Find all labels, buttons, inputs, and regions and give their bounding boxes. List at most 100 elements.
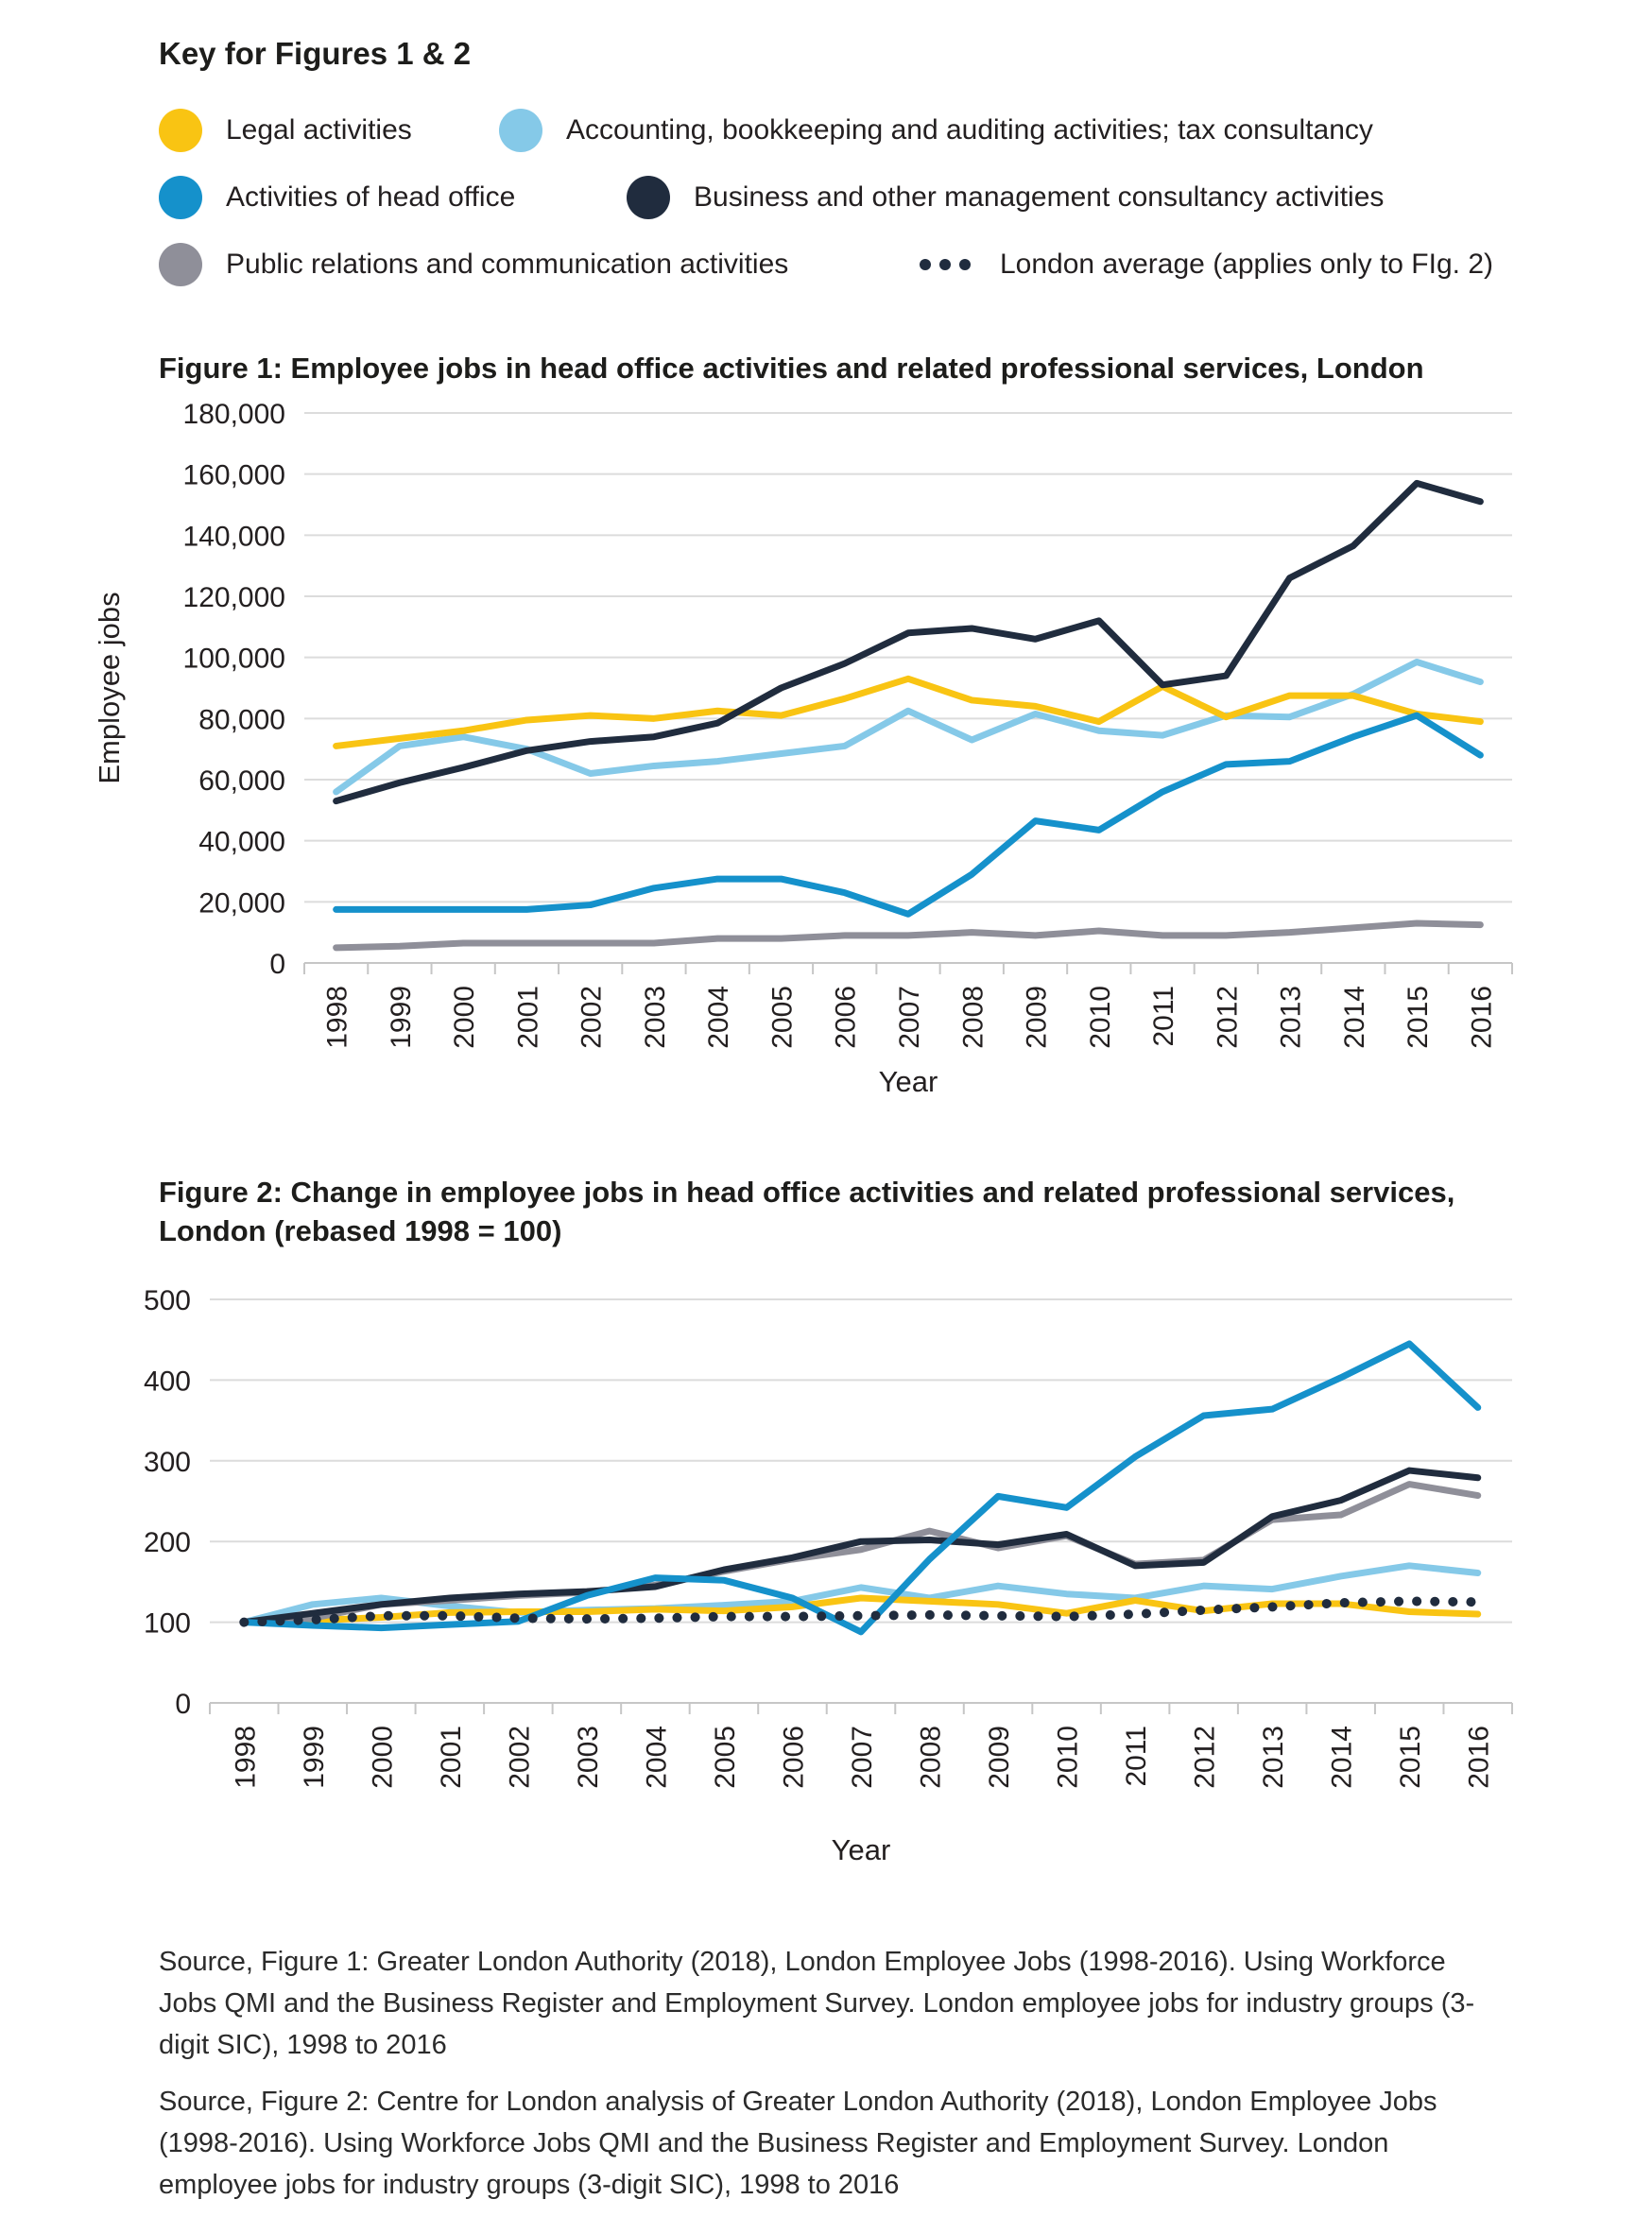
- y-tick-label: 300: [144, 1446, 191, 1477]
- y-tick-label: 400: [144, 1366, 191, 1397]
- x-tick-label: 2004: [641, 1726, 672, 1789]
- figure2-section: Figure 2: Change in employee jobs in hea…: [0, 1173, 1652, 1888]
- y-tick-label: 0: [269, 949, 285, 980]
- source-figure2-text: Source, Figure 2: Centre for London anal…: [159, 2086, 1437, 2200]
- legend-item-accounting: Accounting, bookkeeping and auditing act…: [499, 108, 1373, 152]
- x-tick-label: 1999: [299, 1726, 330, 1789]
- legend-dot-public-relations-icon: [159, 242, 202, 286]
- y-axis-title: Employee jobs: [93, 592, 126, 783]
- x-tick-label: 2000: [449, 986, 480, 1049]
- x-tick-label: 2006: [831, 986, 862, 1049]
- legend-label-consultancy: Business and other management consultanc…: [694, 180, 1385, 213]
- x-tick-label: 2008: [916, 1726, 947, 1789]
- legend-mini-dot-icon: [939, 258, 951, 270]
- x-tick-label: 2009: [1022, 986, 1053, 1049]
- legend-item-head-office: Activities of head office: [159, 175, 627, 219]
- x-tick-label: 2002: [576, 986, 608, 1049]
- key-legend: Key for Figures 1 & 2 Legal activities A…: [0, 0, 1652, 298]
- y-tick-label: 40,000: [198, 826, 285, 857]
- x-tick-label: 2013: [1276, 986, 1307, 1049]
- y-tick-label: 100: [144, 1607, 191, 1639]
- x-tick-label: 2008: [957, 986, 989, 1049]
- x-tick-label: 2001: [436, 1726, 467, 1789]
- legend-item-consultancy: Business and other management consultanc…: [627, 175, 1385, 219]
- legend-label-legal-activities: Legal activities: [226, 113, 412, 146]
- y-tick-label: 200: [144, 1527, 191, 1558]
- legend-label-public-relations: Public relations and communication activ…: [226, 248, 789, 280]
- legend-mini-dot-icon: [920, 258, 931, 270]
- x-tick-label: 2012: [1190, 1726, 1221, 1789]
- x-tick-label: 2015: [1395, 1726, 1426, 1789]
- series-line-activities-of-head-office: [240, 1340, 1482, 1635]
- x-tick-label: 1998: [322, 986, 353, 1049]
- sources: Source, Figure 1: Greater London Authori…: [159, 1941, 1501, 2206]
- x-tick-label: 2016: [1466, 986, 1497, 1049]
- x-tick-label: 2002: [504, 1726, 535, 1789]
- x-tick-label: 2000: [367, 1726, 398, 1789]
- legend-dot-consultancy-icon: [627, 175, 670, 219]
- x-tick-label: 2010: [1053, 1726, 1084, 1789]
- legend-item-public-relations: Public relations and communication activ…: [159, 242, 920, 286]
- series-line-accounting-bookkeeping-and-auditing-activities-tax-consultancy: [240, 1561, 1482, 1625]
- legend-dot-accounting-icon: [499, 108, 542, 152]
- series-line-activities-of-head-office: [333, 712, 1484, 918]
- x-tick-label: 2003: [640, 986, 671, 1049]
- x-tick-label: 2012: [1212, 986, 1243, 1049]
- x-tick-label: 2009: [984, 1726, 1015, 1789]
- legend-label-london-average: London average (applies only to FIg. 2): [1000, 248, 1493, 280]
- x-tick-label: 2001: [512, 986, 543, 1049]
- x-tick-label: 2003: [573, 1726, 604, 1789]
- key-title: Key for Figures 1 & 2: [159, 36, 472, 71]
- legend-item-london-average: London average (applies only to FIg. 2): [920, 249, 1493, 281]
- x-tick-label: 1999: [386, 986, 417, 1049]
- source-figure1-text: Source, Figure 1: Greater London Authori…: [159, 1946, 1475, 2060]
- y-tick-label: 160,000: [183, 459, 285, 490]
- legend-mini-dot-icon: [959, 258, 971, 270]
- x-axis-title: Year: [879, 1065, 938, 1098]
- x-tick-label: 2005: [766, 986, 798, 1049]
- x-tick-label: 2011: [1121, 1726, 1152, 1787]
- key-row-3: Public relations and communication activ…: [159, 231, 1614, 298]
- x-tick-label: 2016: [1464, 1726, 1495, 1789]
- y-tick-label: 0: [175, 1689, 191, 1720]
- x-tick-label: 2006: [778, 1726, 809, 1789]
- x-axis-title: Year: [832, 1833, 891, 1866]
- x-tick-label: 2014: [1339, 986, 1370, 1049]
- legend-label-accounting: Accounting, bookkeeping and auditing act…: [566, 113, 1373, 146]
- x-tick-label: 2005: [710, 1726, 741, 1789]
- series-line-london-average-applies-only-to-fig-2: [239, 1595, 1483, 1627]
- legend-dot-head-office-icon: [159, 175, 202, 219]
- y-tick-label: 20,000: [198, 887, 285, 919]
- y-tick-label: 500: [144, 1285, 191, 1316]
- y-tick-label: 140,000: [183, 521, 285, 552]
- legend-item-legal-activities: Legal activities: [159, 108, 499, 152]
- y-tick-label: 120,000: [183, 582, 285, 613]
- x-tick-label: 2007: [894, 986, 925, 1049]
- x-tick-label: 2011: [1148, 986, 1179, 1047]
- x-tick-label: 2007: [847, 1726, 878, 1789]
- legend-label-head-office: Activities of head office: [226, 180, 516, 213]
- legend-dotted-line-icon: [920, 258, 979, 270]
- x-tick-label: 1998: [230, 1726, 261, 1789]
- x-tick-label: 2014: [1327, 1726, 1358, 1789]
- series-line-public-relations-and-communication-activities: [333, 919, 1484, 951]
- x-tick-label: 2015: [1402, 986, 1434, 1049]
- x-tick-label: 2013: [1258, 1726, 1289, 1789]
- series-line-business-and-other-management-consultancy-activities: [333, 479, 1484, 804]
- y-tick-label: 60,000: [198, 765, 285, 797]
- figure1-line-chart: 180,000 160,000 140,000 120,000 100,000 80,00…: [93, 399, 1513, 1098]
- figure2-line-chart: 500 400 300 200 100 0 1998 1999 2000 2001 2002 2003…: [144, 1285, 1513, 1866]
- key-row-2: Activities of head office Business and o…: [159, 163, 1614, 231]
- figure1-title: Figure 1: Employee jobs in head office a…: [159, 352, 1424, 385]
- x-tick-label: 2010: [1085, 986, 1116, 1049]
- series-line-business-and-other-management-consultancy-activities: [240, 1467, 1482, 1625]
- y-tick-label: 80,000: [198, 704, 285, 735]
- figure2-title: Figure 2: Change in employee jobs in hea…: [159, 1175, 1455, 1248]
- series-line-legal-activities: [333, 675, 1484, 749]
- y-tick-label: 180,000: [183, 399, 285, 430]
- figure1-section: Figure 1: Employee jobs in head office a…: [0, 349, 1652, 1124]
- y-tick-label: 100,000: [183, 643, 285, 674]
- key-row-1: Legal activities Accounting, bookkeeping…: [159, 96, 1614, 163]
- legend-dot-legal-activities-icon: [159, 108, 202, 152]
